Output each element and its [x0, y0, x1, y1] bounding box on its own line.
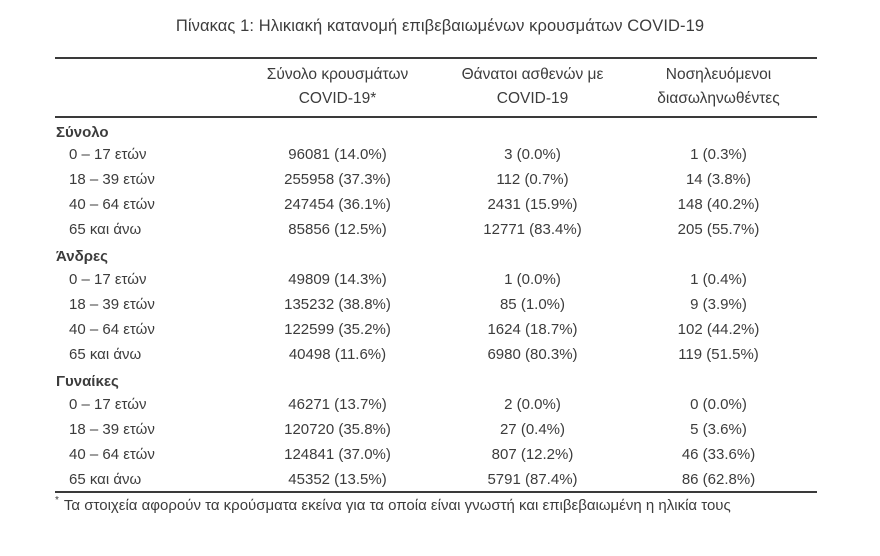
cases-cell: 46271 (13.7%) — [288, 396, 387, 413]
cases-cell: 124841 (37.0%) — [284, 446, 391, 463]
table-row: 0 – 17 ετών 96081 (14.0%) 3 (0.0%) 1 (0.… — [55, 142, 817, 167]
header-row: Σύνολο κρουσμάτων COVID-19* Θάνατοι ασθε… — [55, 58, 817, 117]
intubated-cell: 0 (0.0%) — [690, 396, 747, 413]
section-label: Σύνολο — [56, 123, 109, 141]
header-total-cases: Σύνολο κρουσμάτων COVID-19* — [230, 58, 445, 117]
deaths-cell: 6980 (80.3%) — [487, 346, 578, 363]
table-row: 40 – 64 ετών 124841 (37.0%) 807 (12.2%) … — [55, 442, 817, 467]
table-row: 40 – 64 ετών 122599 (35.2%) 1624 (18.7%)… — [55, 317, 817, 342]
intubated-cell: 102 (44.2%) — [677, 321, 760, 338]
age-label: 65 και άνω — [69, 221, 142, 238]
age-label: 0 – 17 ετών — [69, 146, 147, 163]
intubated-cell: 5 (3.6%) — [690, 421, 747, 438]
age-label: 18 – 39 ετών — [69, 171, 155, 188]
cases-cell: 85856 (12.5%) — [288, 221, 387, 238]
header-deaths-line2: COVID-19 — [496, 90, 569, 107]
cases-cell: 96081 (14.0%) — [288, 146, 387, 163]
section-row-total: Σύνολο — [55, 117, 817, 142]
intubated-cell: 1 (0.3%) — [690, 146, 747, 163]
footnote: * Τα στοιχεία αφορούν τα κρούσματα εκείνα… — [55, 495, 880, 515]
deaths-cell: 3 (0.0%) — [504, 146, 561, 163]
intubated-cell: 205 (55.7%) — [677, 221, 760, 238]
header-intubated: Νοσηλευόμενοι διασωληνωθέντες — [620, 58, 817, 117]
intubated-cell: 14 (3.8%) — [685, 171, 752, 188]
cases-cell: 255958 (37.3%) — [284, 171, 391, 188]
section-label: Άνδρες — [56, 248, 108, 265]
age-label: 40 – 64 ετών — [69, 321, 155, 338]
header-deaths-line1: Θάνατοι ασθενών με — [461, 66, 604, 83]
intubated-cell: 46 (33.6%) — [681, 446, 756, 463]
age-label: 65 και άνω — [69, 470, 142, 488]
table-row: 0 – 17 ετών 49809 (14.3%) 1 (0.0%) 1 (0.… — [55, 267, 817, 292]
age-label: 18 – 39 ετών — [69, 421, 155, 438]
intubated-cell: 119 (51.5%) — [678, 346, 759, 363]
section-row-women: Γυναίκες — [55, 367, 817, 392]
covid-age-distribution-table: Σύνολο κρουσμάτων COVID-19* Θάνατοι ασθε… — [55, 57, 817, 493]
header-deaths: Θάνατοι ασθενών με COVID-19 — [445, 58, 620, 117]
intubated-cell: 1 (0.4%) — [690, 271, 747, 288]
age-label: 40 – 64 ετών — [69, 446, 155, 463]
table-row: 18 – 39 ετών 255958 (37.3%) 112 (0.7%) 1… — [55, 167, 817, 192]
cases-cell: 122599 (35.2%) — [284, 321, 391, 338]
table-row: 65 και άνω 40498 (11.6%) 6980 (80.3%) 11… — [55, 342, 817, 367]
footnote-asterisk: * — [55, 495, 59, 506]
age-label: 18 – 39 ετών — [69, 296, 155, 313]
cases-cell: 135232 (38.8%) — [284, 296, 391, 313]
cases-cell: 120720 (35.8%) — [284, 421, 391, 438]
table-row: 40 – 64 ετών 247454 (36.1%) 2431 (15.9%)… — [55, 192, 817, 217]
header-empty-cell — [55, 58, 230, 117]
cases-cell: 40498 (11.6%) — [288, 346, 387, 363]
deaths-cell: 27 (0.4%) — [499, 421, 566, 438]
header-intubated-line1: Νοσηλευόμενοι — [665, 66, 772, 83]
deaths-cell: 2431 (15.9%) — [487, 196, 578, 213]
deaths-cell: 1624 (18.7%) — [487, 321, 578, 338]
footnote-text: Τα στοιχεία αφορούν τα κρούσματα εκείνα … — [63, 497, 731, 514]
deaths-cell: 112 (0.7%) — [496, 171, 569, 188]
deaths-cell: 85 (1.0%) — [499, 296, 566, 313]
table-row: 18 – 39 ετών 135232 (38.8%) 85 (1.0%) 9 … — [55, 292, 817, 317]
header-intubated-line2: διασωληνωθέντες — [657, 90, 780, 107]
table-row: 65 και άνω 45352 (13.5%) 5791 (87.4%) 86… — [55, 467, 817, 492]
cases-cell: 247454 (36.1%) — [284, 196, 391, 213]
section-label: Γυναίκες — [56, 373, 119, 390]
header-total-cases-line1: Σύνολο κρουσμάτων — [266, 66, 409, 83]
intubated-cell: 86 (62.8%) — [681, 470, 756, 488]
deaths-cell: 1 (0.0%) — [504, 271, 561, 288]
section-row-men: Άνδρες — [55, 242, 817, 267]
deaths-cell: 5791 (87.4%) — [487, 470, 578, 488]
deaths-cell: 2 (0.0%) — [504, 396, 561, 413]
deaths-cell: 807 (12.2%) — [491, 446, 574, 463]
age-label: 0 – 17 ετών — [69, 396, 147, 413]
table-row: 0 – 17 ετών 46271 (13.7%) 2 (0.0%) 0 (0.… — [55, 392, 817, 417]
cases-cell: 49809 (14.3%) — [288, 271, 387, 288]
table-row: 65 και άνω 85856 (12.5%) 12771 (83.4%) 2… — [55, 217, 817, 242]
table-row: 18 – 39 ετών 120720 (35.8%) 27 (0.4%) 5 … — [55, 417, 817, 442]
header-total-cases-line2: COVID-19* — [298, 90, 377, 107]
intubated-cell: 148 (40.2%) — [677, 196, 760, 213]
age-label: 0 – 17 ετών — [69, 271, 147, 288]
table-title: Πίνακας 1: Ηλικιακή κατανομή επιβεβαιωμέ… — [175, 17, 705, 35]
cases-cell: 45352 (13.5%) — [288, 470, 387, 488]
intubated-cell: 9 (3.9%) — [690, 296, 747, 313]
age-label: 65 και άνω — [69, 346, 142, 363]
deaths-cell: 12771 (83.4%) — [483, 221, 582, 238]
age-label: 40 – 64 ετών — [69, 196, 155, 213]
